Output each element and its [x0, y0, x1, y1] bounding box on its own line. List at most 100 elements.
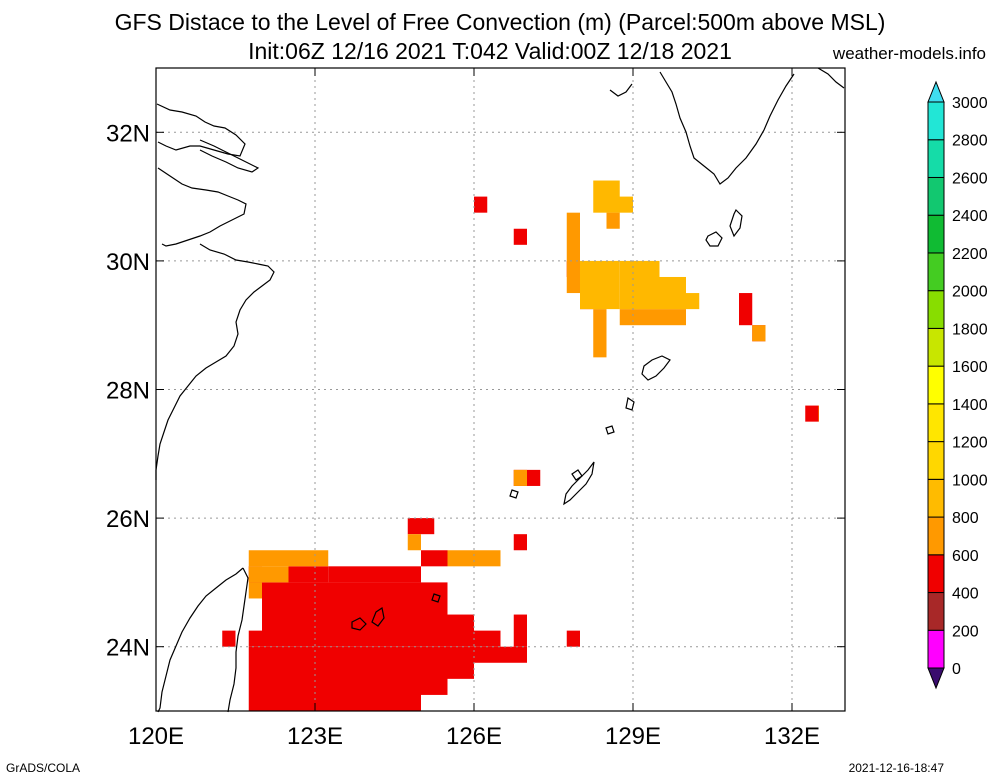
field-cell-red	[805, 405, 819, 422]
ishigaki-island	[351, 617, 367, 631]
field-cell-orange	[619, 309, 660, 326]
colorbar-box	[927, 139, 945, 178]
colorbar-label: 2800	[952, 133, 988, 150]
field-cell-red	[222, 630, 236, 647]
field-cell-orange	[248, 582, 262, 599]
colorbar-label: 2200	[952, 246, 988, 263]
colorbar-box	[927, 252, 945, 292]
tokunoshima	[625, 397, 635, 411]
field-cell-red	[447, 646, 474, 679]
coastline-layer	[155, 67, 845, 713]
taiwan-coastline	[157, 567, 249, 713]
yakushima	[705, 231, 723, 247]
yonaguni	[431, 593, 441, 603]
miyako-island	[371, 607, 385, 627]
colorbar-box	[927, 441, 945, 480]
colorbar-label: 1200	[952, 435, 988, 452]
field-cell-orange	[593, 309, 607, 358]
colorbar-box	[927, 327, 945, 367]
lat-tick-label: 28N	[106, 378, 150, 405]
colorbar-box	[927, 554, 945, 594]
lat-tick-label: 24N	[106, 635, 150, 662]
field-cell-red	[248, 646, 421, 711]
field-layer	[222, 180, 819, 711]
amami-island	[641, 355, 671, 381]
colorbar-box	[927, 214, 945, 254]
colorbar-label: 0	[952, 661, 961, 678]
field-cell-orange	[659, 309, 686, 326]
colorbar-label: 1800	[952, 321, 988, 338]
colorbar-box	[927, 403, 945, 443]
colorbar-box	[927, 290, 945, 329]
field-cell-orange	[606, 212, 620, 229]
china-coastline	[155, 103, 275, 480]
field-cell-red	[739, 293, 753, 326]
field-cell-red	[262, 582, 448, 647]
field-cell-orange	[248, 566, 289, 583]
colorbar-label: 200	[952, 623, 979, 640]
lon-tick-label: 126E	[446, 723, 502, 750]
colorbar-over-arrow	[927, 80, 945, 103]
field-cell-red	[474, 196, 488, 213]
colorbar-box	[927, 629, 945, 669]
colorbar-label: 400	[952, 586, 979, 603]
field-cell-red	[288, 566, 329, 583]
site-label: weather-models.info	[832, 44, 986, 63]
field-cell-red	[513, 534, 527, 551]
lon-tick-label: 129E	[605, 723, 661, 750]
lat-tick-label: 26N	[106, 506, 150, 533]
field-cell-orange	[818, 405, 819, 422]
field-cell-red	[566, 630, 580, 647]
chart-subtitle: Init:06Z 12/16 2021 T:042 Valid:00Z 12/1…	[248, 38, 732, 64]
field-cell-red	[421, 550, 448, 567]
field-cell-orange	[407, 534, 421, 551]
field-cell-red	[421, 646, 448, 695]
footer-timestamp: 2021-12-16-18:47	[848, 761, 944, 775]
field-cell-light_orange	[686, 293, 700, 310]
field-cell-red	[513, 228, 527, 245]
field-cell-light_orange	[619, 260, 660, 310]
okinawa-islet	[571, 469, 583, 481]
lat-tick-label: 30N	[106, 249, 150, 276]
field-cell-orange	[513, 469, 527, 486]
colorbar-label: 1600	[952, 359, 988, 376]
colorbar-box	[927, 176, 945, 216]
field-cell-light_orange	[659, 276, 686, 310]
field-cell-light_orange	[580, 260, 620, 310]
colorbar-box	[927, 592, 945, 631]
field-cell-orange	[248, 550, 329, 567]
colorbar-label: 3000	[952, 95, 988, 112]
colorbar-box	[927, 101, 945, 141]
lon-tick-label: 132E	[764, 723, 820, 750]
colorbar-label: 600	[952, 548, 979, 565]
kyushu-coastline	[609, 67, 845, 185]
colorbar-label: 2000	[952, 284, 988, 301]
kumejima	[509, 489, 519, 499]
colorbar-box	[927, 365, 945, 405]
tanegashima	[729, 208, 743, 238]
field-cell-red	[513, 614, 527, 647]
field-cell-red	[447, 614, 474, 647]
grid-layer	[155, 68, 845, 711]
colorbar-label: 2400	[952, 208, 988, 225]
field-cell-orange	[752, 325, 766, 342]
colorbar-under-arrow	[927, 667, 945, 690]
lon-tick-label: 120E	[128, 723, 184, 750]
field-cell-orange	[566, 212, 580, 294]
colorbar-box	[927, 478, 945, 518]
field-cell-light_orange	[606, 196, 633, 213]
field-cell-red	[474, 630, 501, 647]
field-cell-orange	[447, 550, 501, 567]
footer-grads: GrADS/COLA	[6, 761, 81, 775]
field-cell-red	[474, 646, 527, 663]
field-cell-red	[248, 630, 262, 647]
colorbar-box	[927, 516, 945, 556]
okinawa-island	[563, 461, 595, 506]
yangtze-estuary	[199, 139, 260, 173]
axes-layer: 120E 123E 126E 129E 132E 24N 26N 28N 30N 32N	[106, 68, 845, 750]
chart-title: GFS Distace to the Level of Free Convect…	[114, 9, 886, 35]
colorbar-label: 800	[952, 510, 979, 527]
colorbar-label: 1400	[952, 397, 988, 414]
colorbar: 0 200 400 600 800 1000 1200 1400 1600 1800 2000 220…	[927, 80, 988, 690]
